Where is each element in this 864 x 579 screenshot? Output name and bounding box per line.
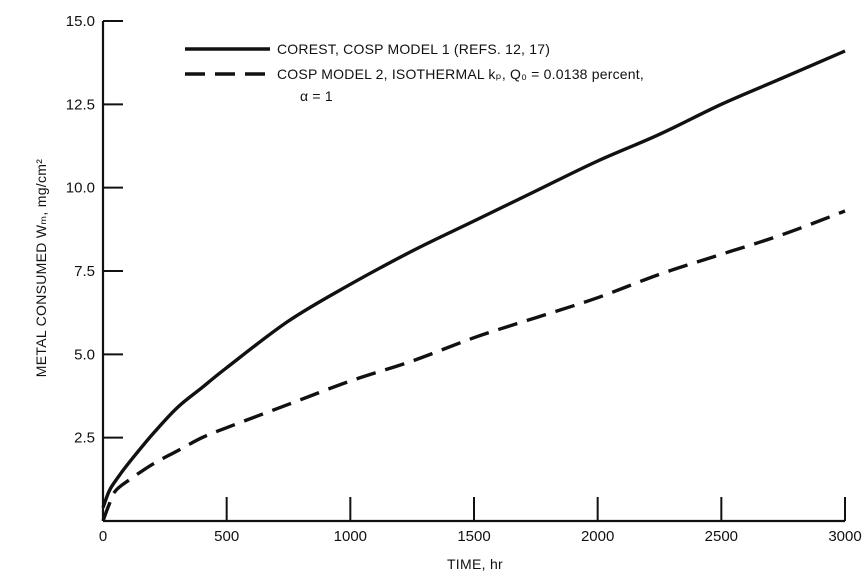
y-tick-label: 2.5 — [74, 430, 95, 447]
series-line-model-1 — [101, 49, 846, 509]
legend-label-model-2: α = 1 — [300, 88, 333, 104]
legend: COREST, COSP MODEL 1 (REFS. 12, 17) COSP … — [185, 41, 644, 104]
x-tick-label: 500 — [214, 528, 239, 545]
x-tick-label: 1500 — [457, 528, 490, 545]
x-tick-label: 1000 — [334, 528, 367, 545]
y-tick-label: 15.0 — [66, 13, 95, 30]
x-tick-label: 0 — [99, 528, 107, 545]
legend-label-model-2: COSP MODEL 2, ISOTHERMAL kₚ, Q₀ = 0.0138… — [277, 66, 644, 82]
legend-label-model-1: COREST, COSP MODEL 1 (REFS. 12, 17) — [277, 41, 550, 57]
series-layer — [101, 49, 846, 522]
y-tick-label: 7.5 — [74, 263, 95, 280]
series-line-model-2 — [101, 209, 846, 522]
x-tick-label: 3000 — [828, 528, 861, 545]
axes-layer — [101, 21, 845, 523]
ticks-layer: 0 500 1000 1500 2000 2500 3000 2.5 5.0 7.5 10.0 12.… — [66, 13, 862, 545]
x-tick-label: 2500 — [705, 528, 738, 545]
y-tick-label: 5.0 — [74, 346, 95, 363]
x-axis-title: TIME, hr — [447, 556, 503, 572]
y-axis-title: METAL CONSUMED Wₘ, mg/cm² — [33, 159, 49, 377]
x-tick-label: 2000 — [581, 528, 614, 545]
y-tick-label: 10.0 — [66, 180, 95, 197]
y-tick-label: 12.5 — [66, 96, 95, 113]
